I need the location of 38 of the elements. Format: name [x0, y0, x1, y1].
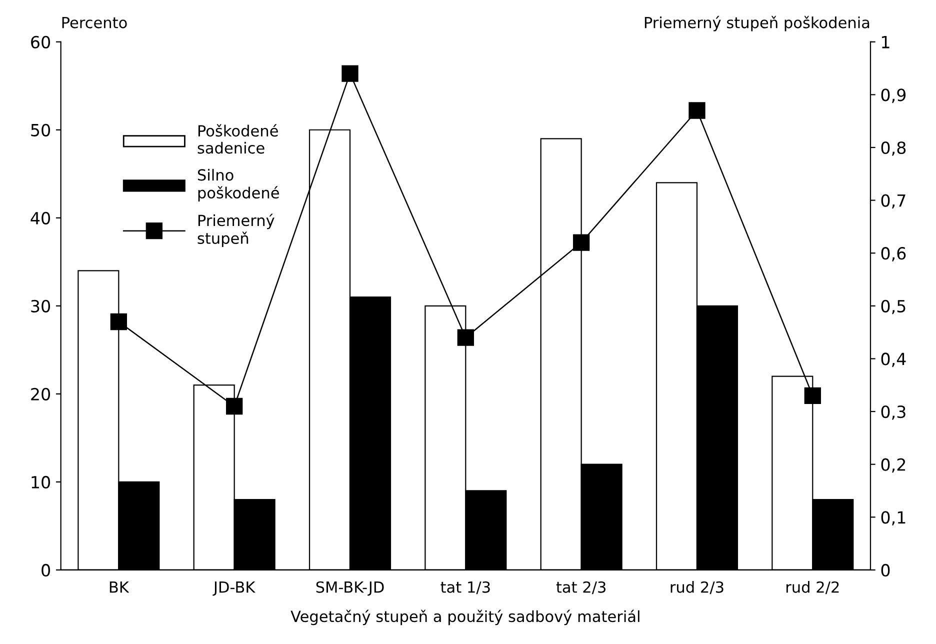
- y2-tick-label: 0,2: [881, 458, 906, 473]
- x-tick-label: JD-BK: [212, 582, 256, 596]
- point: [457, 329, 474, 346]
- y-tick-label: 10: [32, 476, 50, 488]
- y2-tick-label: 0,8: [881, 141, 906, 156]
- x-tick-label: BK: [110, 582, 130, 593]
- x-tick-label: rud 2/3: [670, 581, 724, 594]
- point: [688, 102, 706, 119]
- y2-tick-label: 0: [881, 564, 890, 577]
- y-axis-title: Percento: [62, 16, 127, 28]
- x-axis-title: Vegetačný stupeň a použitý sadbový materiál: [290, 610, 640, 626]
- x-tick-label: SM-BK-JD: [316, 581, 384, 596]
- point: [572, 234, 590, 251]
- y-tick-label: 40: [30, 212, 50, 224]
- y2-axis-title: Priemerný stupeň poškodenia: [644, 16, 870, 32]
- y2-tick-label: 0,9: [881, 88, 906, 103]
- point: [226, 398, 243, 415]
- y2-tick-label: 0,4: [881, 352, 906, 367]
- y-tick-label: 20: [31, 388, 50, 400]
- x-tick-label: tat 2/3: [556, 581, 606, 594]
- y-tick-label: 50: [31, 124, 50, 136]
- point: [110, 313, 128, 330]
- y2-tick-label: 0,5: [881, 300, 906, 314]
- y2-tick-label: 0,3: [881, 405, 906, 420]
- x-tick-label: rud 2/2: [786, 581, 839, 594]
- point: [804, 387, 821, 404]
- y2-tick-label: 0,1: [881, 511, 906, 526]
- point: [342, 65, 358, 82]
- y2-tick-label: 0,7: [881, 194, 906, 209]
- legend-label: Priemerný stupeň: [198, 214, 274, 247]
- legend-label: Silno poškodené: [198, 168, 279, 202]
- y-tick-label: 60: [31, 36, 50, 48]
- y2-tick-label: 1: [882, 36, 890, 48]
- y2-tick-label: 0,6: [881, 247, 906, 262]
- legend-label: Poškodené sadenice: [198, 124, 278, 154]
- y-tick-label: 0: [42, 564, 50, 577]
- x-tick-label: tat 1/3: [440, 581, 490, 594]
- y-tick-label: 30: [31, 300, 50, 312]
